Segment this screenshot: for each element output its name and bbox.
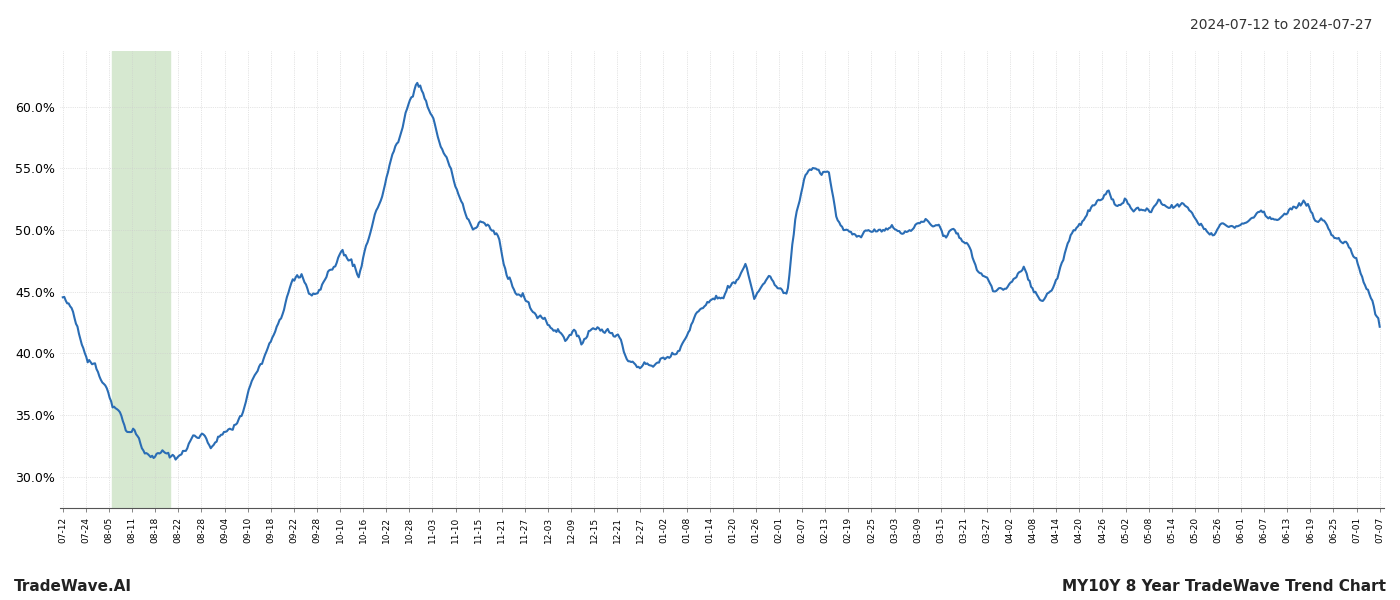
Text: TradeWave.AI: TradeWave.AI [14,579,132,594]
Text: 2024-07-12 to 2024-07-27: 2024-07-12 to 2024-07-27 [1190,18,1372,32]
Bar [112,51,169,508]
Text: MY10Y 8 Year TradeWave Trend Chart: MY10Y 8 Year TradeWave Trend Chart [1063,579,1386,594]
